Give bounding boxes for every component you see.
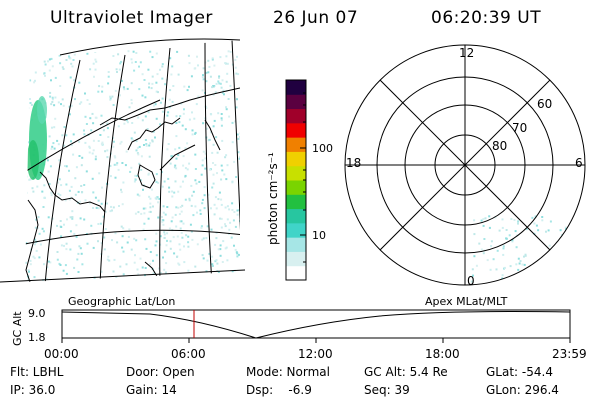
colorbar-segment xyxy=(286,108,306,124)
timeline-x-tick-1800: 18:00 xyxy=(425,347,460,361)
geographic-map-image xyxy=(0,38,246,283)
colorbar-segment xyxy=(286,137,306,152)
info-mode: Mode: Normal xyxy=(246,365,330,379)
mlt-label-6: 6 xyxy=(575,156,583,170)
colorbar-segment xyxy=(286,94,306,110)
time-label: 06:20:39 UT xyxy=(431,8,542,28)
colorbar-segment xyxy=(286,194,306,210)
lat-lon-grid xyxy=(25,40,240,282)
timeline-x-tick-0600: 06:00 xyxy=(171,347,206,361)
lat-label-80: 80 xyxy=(492,139,508,153)
timeline-x-tick-2359: 23:59 xyxy=(552,347,587,361)
info-ip: IP: 36.0 xyxy=(10,383,56,397)
colorbar-segment xyxy=(286,180,306,195)
info-door: Door: Open xyxy=(126,365,195,379)
colorbar-segment xyxy=(286,222,306,238)
lat-label-60: 60 xyxy=(537,97,553,111)
instrument-title: Ultraviolet Imager xyxy=(50,8,213,28)
mlt-label-12: 12 xyxy=(459,46,475,60)
timeline-left-label: Geographic Lat/Lon xyxy=(68,295,176,308)
timeline-plot xyxy=(61,309,571,343)
auroral-band xyxy=(27,96,47,180)
info-glon: GLon: 296.4 xyxy=(486,383,559,397)
emission-speckles xyxy=(25,50,240,282)
date-label: 26 Jun 07 xyxy=(273,8,359,28)
mlt-label-18: 18 xyxy=(346,156,362,170)
info-gc-alt: GC Alt: 5.4 Re xyxy=(364,365,448,379)
colorbar-unit-label: photon cm⁻²s⁻¹ xyxy=(266,152,280,245)
info-gain: Gain: 14 xyxy=(126,383,177,397)
mlt-label-0: 0 xyxy=(467,274,475,288)
timeline-right-label: Apex MLat/MLT xyxy=(425,295,508,308)
info-dsp: Dsp: -6.9 xyxy=(246,383,312,397)
timeline-y-tick-min: 1.8 xyxy=(28,331,46,344)
colorbar-tick-10: 10 xyxy=(312,229,326,242)
info-glat: GLat: -54.4 xyxy=(486,365,553,379)
colorbar-segment xyxy=(286,251,306,267)
timeline-axis-title: GC Alt xyxy=(11,311,24,346)
colorbar-segment xyxy=(286,237,306,252)
info-filter: Flt: LBHL xyxy=(10,365,64,379)
coastlines xyxy=(25,87,240,282)
timeline-y-tick-max: 9.0 xyxy=(28,307,46,320)
colorbar-segment xyxy=(286,165,306,181)
timeline-x-tick-1200: 12:00 xyxy=(298,347,333,361)
lat-label-70: 70 xyxy=(512,121,528,135)
timeline-x-tick-0000: 00:00 xyxy=(44,347,79,361)
colorbar-segment xyxy=(286,208,306,224)
colorbar-segment xyxy=(286,151,306,167)
colorbar-tick-100: 100 xyxy=(312,142,333,155)
colorbar-segment xyxy=(286,265,306,281)
colorbar-segment xyxy=(286,80,306,95)
colorbar-segment xyxy=(286,122,306,138)
info-seq: Seq: 39 xyxy=(364,383,410,397)
polar-plot xyxy=(344,44,586,286)
colorbar xyxy=(285,79,307,281)
